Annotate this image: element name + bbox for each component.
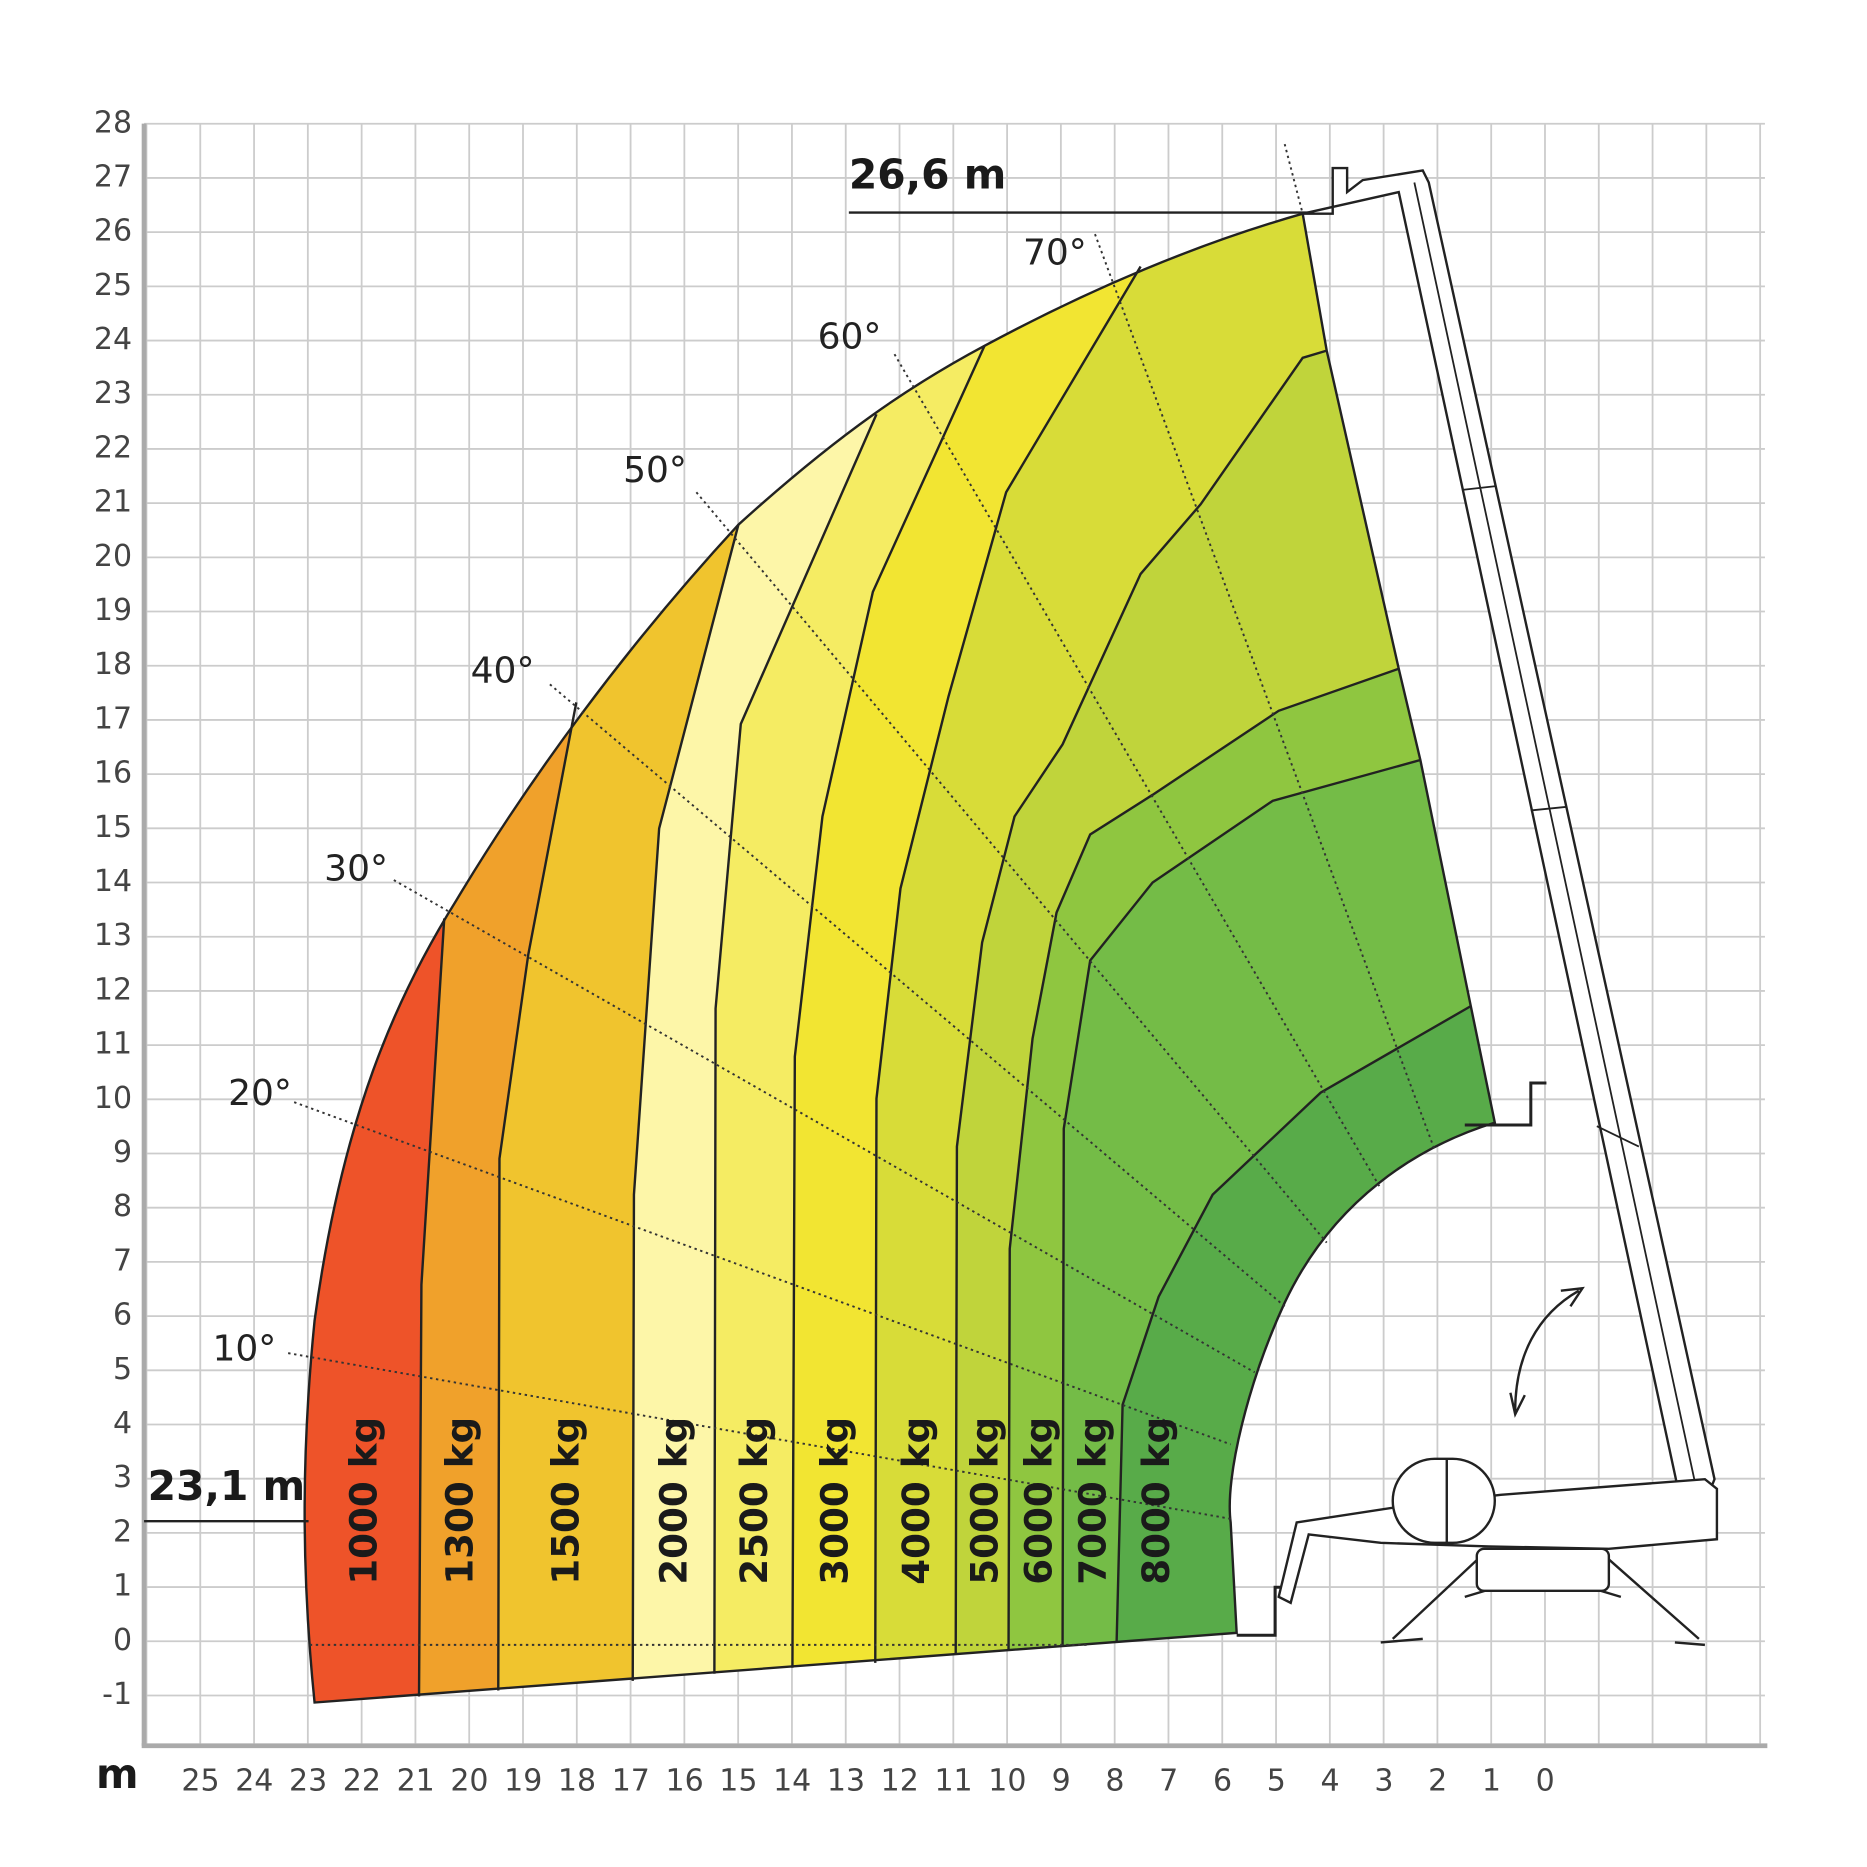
zone-boundary <box>417 918 446 1697</box>
y-tick-label: 11 <box>94 1027 132 1062</box>
labels: -101234567891011121314151617181920212223… <box>94 105 1555 1798</box>
zone-boundary <box>1115 1005 1472 1643</box>
load-label: 3000 kg <box>812 1417 856 1585</box>
zone-boundary <box>1061 758 1421 1645</box>
y-tick-label: 5 <box>113 1352 132 1387</box>
y-tick-label: 0 <box>113 1623 132 1658</box>
x-tick-label: 22 <box>343 1763 381 1798</box>
zone-boundary <box>713 413 878 1674</box>
load-label: 7000 kg <box>1070 1417 1114 1585</box>
angle-label: 20° <box>228 1073 292 1114</box>
load-label: 1300 kg <box>438 1417 482 1585</box>
y-tick-label: 17 <box>94 701 132 736</box>
x-tick-label: 14 <box>773 1763 811 1798</box>
angle-label: 10° <box>213 1329 277 1370</box>
x-tick-label: 10 <box>988 1763 1026 1798</box>
y-tick-label: 28 <box>94 105 132 140</box>
zone-boundary <box>631 524 740 1681</box>
unit-label: m <box>96 1750 139 1798</box>
y-tick-label: 23 <box>94 376 132 411</box>
x-tick-label: 4 <box>1321 1763 1340 1798</box>
y-tick-label: 7 <box>113 1243 132 1278</box>
max-reach-label: 23,1 m <box>148 1462 305 1510</box>
x-tick-label: 23 <box>289 1763 327 1798</box>
y-tick-label: 12 <box>94 972 132 1007</box>
y-tick-label: -1 <box>102 1677 132 1712</box>
y-tick-label: 16 <box>94 756 132 791</box>
angle-lines <box>287 143 1436 1646</box>
y-tick-label: 21 <box>94 485 132 520</box>
max-height-label: 26,6 m <box>849 151 1006 199</box>
x-tick-label: 18 <box>558 1763 596 1798</box>
x-tick-label: 5 <box>1267 1763 1286 1798</box>
y-tick-label: 20 <box>94 539 132 574</box>
x-tick-label: 0 <box>1536 1763 1555 1798</box>
x-tick-label: 20 <box>450 1763 488 1798</box>
x-tick-label: 6 <box>1213 1763 1232 1798</box>
x-tick-label: 19 <box>504 1763 542 1798</box>
y-tick-label: 4 <box>113 1406 132 1441</box>
load-label: 1500 kg <box>543 1417 587 1585</box>
angle-label: 60° <box>818 317 882 358</box>
y-tick-label: 15 <box>94 810 132 845</box>
angle-label: 50° <box>623 450 687 491</box>
y-tick-label: 2 <box>113 1514 132 1549</box>
x-tick-label: 17 <box>612 1763 650 1798</box>
load-label: 4000 kg <box>894 1417 938 1585</box>
load-label: 1000 kg <box>342 1417 386 1585</box>
zone-boundary <box>497 702 578 1691</box>
x-tick-label: 21 <box>397 1763 435 1798</box>
x-tick-label: 24 <box>235 1763 273 1798</box>
x-tick-label: 11 <box>934 1763 972 1798</box>
y-tick-label: 9 <box>113 1135 132 1170</box>
y-tick-label: 24 <box>94 322 132 357</box>
y-tick-label: 27 <box>94 159 132 194</box>
y-tick-label: 25 <box>94 268 132 303</box>
y-tick-label: 1 <box>113 1569 132 1604</box>
zone-boundary <box>1007 667 1400 1650</box>
x-tick-label: 2 <box>1428 1763 1447 1798</box>
angle-label: 70° <box>1023 233 1087 274</box>
y-tick-label: 6 <box>113 1298 132 1333</box>
machine <box>1236 166 1719 1647</box>
load-label: 8000 kg <box>1134 1417 1178 1585</box>
y-tick-label: 3 <box>113 1460 132 1495</box>
zone-boundary <box>874 265 1142 1663</box>
x-tick-label: 9 <box>1052 1763 1071 1798</box>
load-label: 5000 kg <box>962 1417 1006 1585</box>
x-tick-label: 25 <box>181 1763 219 1798</box>
load-label: 2500 kg <box>732 1417 776 1585</box>
y-tick-label: 10 <box>94 1081 132 1116</box>
angle-label: 30° <box>324 848 388 889</box>
x-tick-label: 12 <box>881 1763 919 1798</box>
zone-boundary <box>954 349 1328 1655</box>
y-tick-label: 13 <box>94 918 132 953</box>
load-label: 6000 kg <box>1016 1417 1060 1585</box>
zone-boundary <box>791 345 986 1668</box>
y-tick-label: 18 <box>94 647 132 682</box>
x-tick-label: 3 <box>1374 1763 1393 1798</box>
x-tick-label: 1 <box>1482 1763 1501 1798</box>
x-tick-label: 7 <box>1159 1763 1178 1798</box>
x-tick-label: 8 <box>1105 1763 1124 1798</box>
y-tick-label: 22 <box>94 430 132 465</box>
load-label: 2000 kg <box>651 1417 695 1585</box>
y-tick-label: 26 <box>94 214 132 249</box>
y-tick-label: 8 <box>113 1189 132 1224</box>
zone-boundaries <box>417 265 1472 1697</box>
x-tick-label: 15 <box>719 1763 757 1798</box>
y-tick-label: 19 <box>94 593 132 628</box>
x-tick-label: 13 <box>827 1763 865 1798</box>
y-tick-label: 14 <box>94 864 132 899</box>
angle-label: 40° <box>471 650 535 691</box>
x-tick-label: 16 <box>666 1763 704 1798</box>
